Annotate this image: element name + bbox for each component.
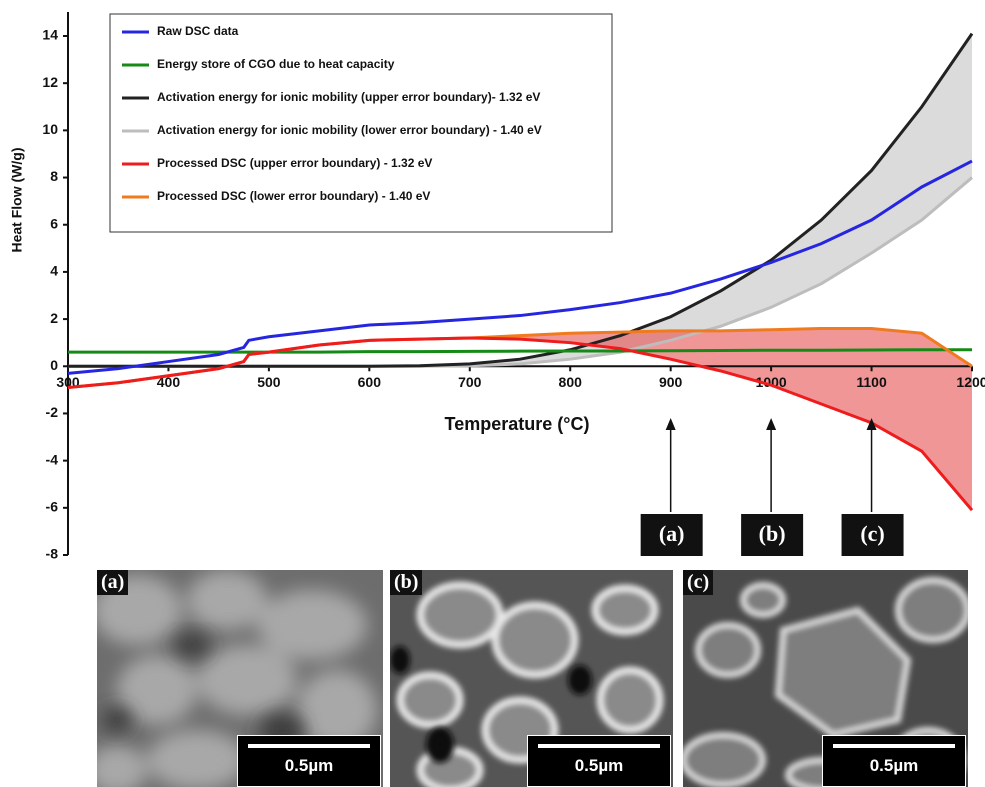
y-tick-label: -4 xyxy=(46,451,59,467)
y-tick-label: 10 xyxy=(42,121,58,137)
annotation-label: (b) xyxy=(759,521,786,546)
legend-label: Energy store of CGO due to heat capacity xyxy=(157,57,395,71)
page: Heat Flow (W/g) Temperature (°C) -8 -6 -4 -… xyxy=(0,0,985,787)
x-tick-label: 900 xyxy=(659,374,683,390)
y-tick-label: 12 xyxy=(42,74,58,90)
y-axis-label: Heat Flow (W/g) xyxy=(9,148,25,253)
legend-label: Activation energy for ionic mobility (lo… xyxy=(157,123,542,137)
x-tick-label: 700 xyxy=(458,374,482,390)
arrow-head xyxy=(666,418,676,430)
x-tick-label: 800 xyxy=(559,374,583,390)
legend-label: Raw DSC data xyxy=(157,24,239,38)
y-tick-label: 0 xyxy=(50,357,58,373)
image-label: (b) xyxy=(390,570,422,595)
y-tick-label: 6 xyxy=(50,215,58,231)
scale-label: 0.5µm xyxy=(528,756,670,776)
sem-image: (a) 0.5µm xyxy=(97,570,383,787)
sem-image: (c) 0.5µm xyxy=(683,570,968,787)
y-tick-label: -2 xyxy=(46,404,59,420)
x-tick-label: 500 xyxy=(257,374,281,390)
scale-bar: 0.5µm xyxy=(527,735,671,787)
scale-label: 0.5µm xyxy=(238,756,380,776)
arrow-head xyxy=(766,418,776,430)
y-tick-label: 4 xyxy=(50,263,58,279)
x-tick-label: 600 xyxy=(358,374,382,390)
scale-bar: 0.5µm xyxy=(822,735,966,787)
y-tick-label: -8 xyxy=(46,546,59,562)
annotation-label: (c) xyxy=(860,521,884,546)
legend-label: Processed DSC (lower error boundary) - 1… xyxy=(157,189,430,203)
sem-image: (b) 0.5µm xyxy=(390,570,673,787)
legend-label: Activation energy for ionic mobility (up… xyxy=(157,90,540,104)
y-tick-label: 8 xyxy=(50,168,58,184)
image-label: (a) xyxy=(97,570,128,595)
y-tick-label: 2 xyxy=(50,310,58,326)
x-tick-label: 1100 xyxy=(856,374,887,390)
scale-label: 0.5µm xyxy=(823,756,965,776)
image-label: (c) xyxy=(683,570,713,595)
y-tick-label: -6 xyxy=(46,499,59,515)
legend: Raw DSC data Energy store of CGO due to h… xyxy=(110,14,612,232)
legend-label: Processed DSC (upper error boundary) - 1… xyxy=(157,156,432,170)
annotation-label: (a) xyxy=(659,521,685,546)
chart: Heat Flow (W/g) Temperature (°C) -8 -6 -4 -… xyxy=(0,0,985,570)
scale-bar: 0.5µm xyxy=(237,735,381,787)
y-tick-label: 14 xyxy=(42,27,58,43)
x-tick-label: 1200 xyxy=(956,374,985,390)
x-axis-label: Temperature (°C) xyxy=(445,414,590,434)
